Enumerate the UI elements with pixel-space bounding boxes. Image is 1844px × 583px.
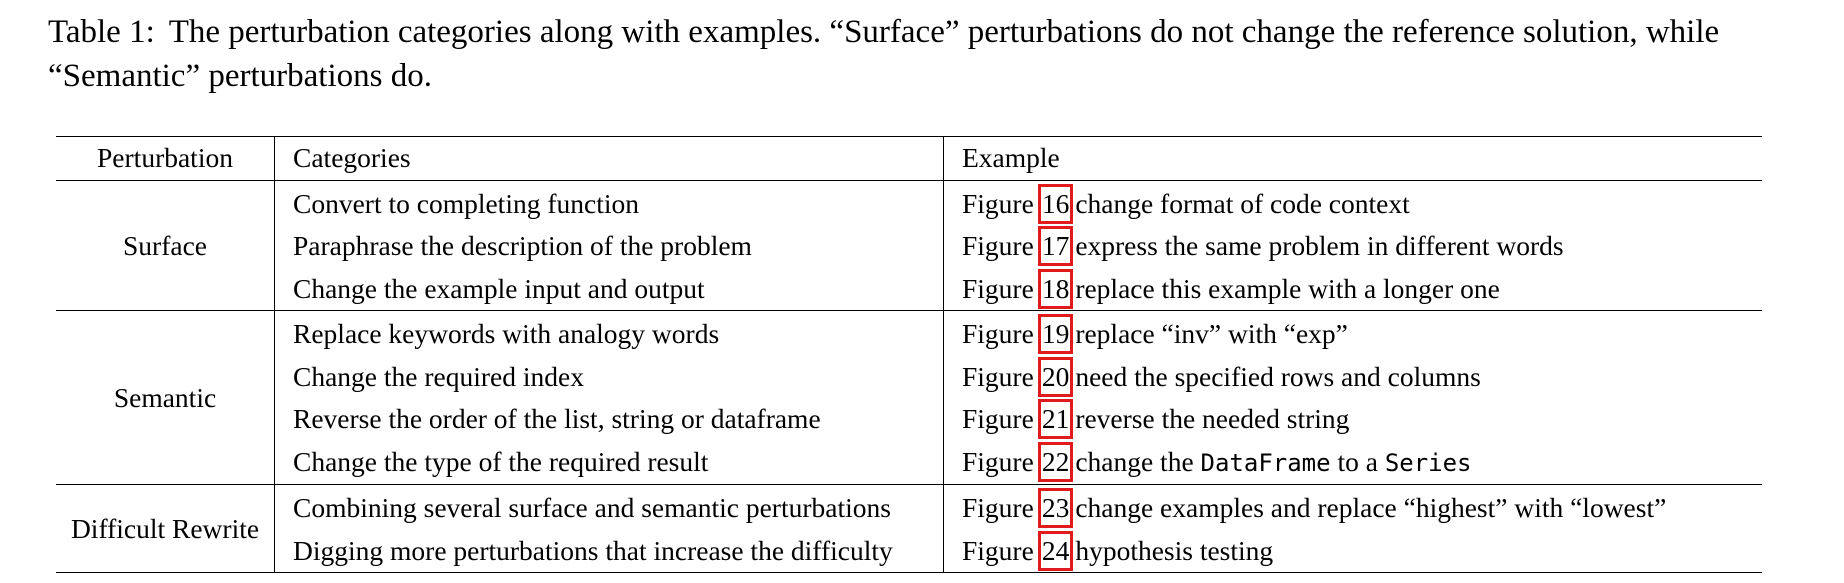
figure-word: Figure [962,187,1034,219]
example-cell: Figure 20 need the specified rows and colu… [944,356,1763,399]
table-row: Semantic Replace keywords with analogy w… [56,310,1763,485]
group-difficult-rewrite: Difficult Rewrite Combining several surf… [56,484,1763,573]
figure-word: Figure [962,445,1034,477]
figure-link[interactable]: 22 [1037,441,1074,482]
example-text: change format of code context [1075,187,1410,219]
figure-link[interactable]: 20 [1037,356,1074,397]
category-cell: Digging more perturbations that increase… [274,529,944,573]
figure-link[interactable]: 19 [1037,314,1074,354]
figure-word: Figure [962,403,1034,434]
caption-label: Table 1: [48,14,155,50]
example-text: replace this example with a longer one [1075,272,1500,304]
perturbation-label: Surface [56,180,275,311]
example-text: need the specified rows and columns [1075,360,1481,392]
table-row: Paraphrase the description of the proble… [56,225,1762,268]
figure-word: Figure [962,318,1034,349]
category-cell: Reverse the order of the list, string or… [274,398,944,441]
figure-link[interactable]: 24 [1037,530,1074,571]
category-cell: Replace keywords with analogy words [274,310,944,356]
example-cell: Figure 21 reverse the needed string [944,398,1763,441]
figure-word: Figure [962,492,1034,523]
example-cell: Figure 23 change examples and replace “hig… [944,485,1763,530]
figure-link[interactable]: 16 [1037,183,1074,224]
table-caption: Table 1: The perturbation categories alon… [48,10,1808,98]
table-row: Change the example input and output Figu… [56,267,1763,311]
table-row: Difficult Rewrite Combining several surf… [56,484,1763,573]
example-text-prefix: change the [1075,445,1194,477]
table-row: Digging more perturbations that increase… [56,529,1763,573]
header-categories: Categories [274,136,944,180]
figure-link[interactable]: 21 [1037,399,1074,439]
caption-text: The perturbation categories along with e… [48,14,1720,94]
figure-word: Figure [962,534,1034,566]
table-row: Surface Convert to completing function F… [56,180,1763,311]
category-cell: Combining several surface and semantic p… [274,484,944,530]
example-cell: Figure 17 express the same problem in diff… [944,225,1763,268]
code-series: Series [1384,448,1472,477]
example-cell: Figure 22 change the DataFrame to a Series [944,441,1763,485]
perturbation-label: Difficult Rewrite [56,484,275,573]
example-cell: Figure 19 replace “inv” with “exp” [944,311,1763,356]
example-text: hypothesis testing [1075,534,1274,566]
example-text: express the same problem in different wo… [1075,230,1564,261]
table-header-row: Perturbation Categories Example [56,136,1762,180]
category-cell: Change the required index [274,355,944,398]
example-text: reverse the needed string [1075,403,1350,434]
example-text: replace “inv” with “exp” [1075,318,1348,349]
figure-word: Figure [962,272,1034,304]
header-perturbation: Perturbation [56,136,275,180]
perturbation-table: Perturbation Categories Example Surface … [56,136,1762,573]
category-cell: Paraphrase the description of the proble… [274,225,944,268]
group-semantic: Semantic Replace keywords with analogy w… [56,310,1763,485]
example-cell: Figure 24 hypothesis testing [944,530,1763,573]
category-cell: Change the example input and output [274,267,944,311]
example-cell: Figure 16 change format of code context [944,180,1763,225]
perturbation-label: Semantic [56,310,275,485]
code-dataframe: DataFrame [1200,448,1331,477]
example-cell: Figure 18 replace this example with a long… [944,268,1763,311]
table-row: Change the required index Figure 20 need t… [56,355,1763,399]
table-row: Change the type of the required result F… [56,440,1763,485]
example-text: change examples and replace “highest” wi… [1075,492,1667,523]
figure-word: Figure [962,360,1034,392]
figure-link[interactable]: 23 [1037,488,1074,528]
category-cell: Change the type of the required result [274,440,944,485]
category-cell: Convert to completing function [274,180,944,225]
figure-link[interactable]: 18 [1037,268,1074,309]
group-surface: Surface Convert to completing function F… [56,180,1762,311]
example-text-mid: to a [1337,445,1378,477]
table-row: Reverse the order of the list, string or… [56,398,1762,441]
figure-link[interactable]: 17 [1037,226,1074,266]
figure-word: Figure [962,230,1034,261]
header-example: Example [962,142,1060,173]
